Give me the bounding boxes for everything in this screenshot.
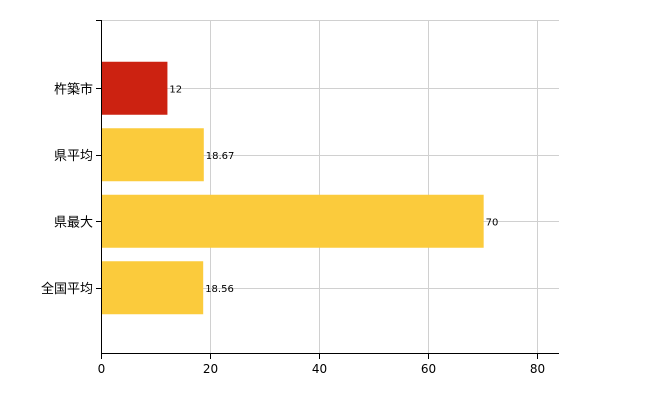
bar (102, 61, 168, 115)
axes (96, 20, 559, 359)
x-tick-label: 80 (530, 362, 545, 376)
category-label: 県最大 (54, 215, 93, 230)
labels: 0 20 40 60 80 杵築市 12 県平均 18.67 県最大 70 全国平均 18.56 (41, 81, 545, 376)
x-tick-label: 20 (203, 362, 218, 376)
bar (102, 194, 484, 248)
category-label: 杵築市 (54, 81, 93, 97)
data-label: 18.56 (205, 284, 234, 295)
data-label: 70 (486, 217, 499, 228)
data-label: 12 (169, 84, 182, 95)
data-label: 18.67 (206, 151, 235, 162)
category-label: 県平均 (54, 149, 93, 164)
bar (102, 128, 204, 182)
x-tick-label: 0 (98, 362, 106, 376)
x-tick-label: 60 (421, 362, 436, 376)
x-tick-label: 40 (312, 362, 327, 376)
bars (102, 61, 484, 315)
bar (102, 261, 204, 315)
category-label: 全国平均 (41, 281, 93, 297)
